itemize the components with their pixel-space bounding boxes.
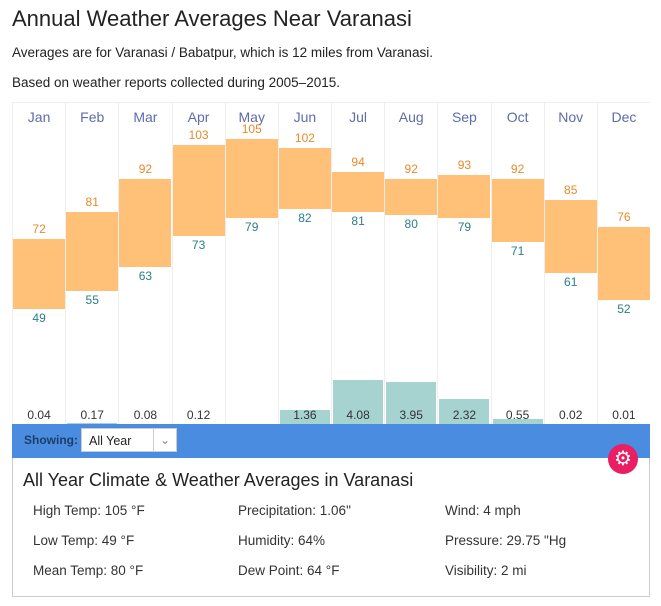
low-temp-label: 52 — [617, 302, 631, 317]
high-temp-label: 81 — [85, 194, 99, 209]
month-column: Feb 81 55 0.17 — [65, 103, 119, 425]
low-temp-label: 55 — [85, 293, 99, 307]
panel-title: All Year Climate & Weather Averages in V… — [23, 470, 414, 490]
month-label: Jan — [27, 109, 51, 125]
month-column: May 105 79 — [224, 103, 278, 425]
precip-bar — [386, 381, 437, 425]
month-column: Mar 92 63 0.08 — [118, 103, 172, 425]
month-column: Dec 76 52 0.01 — [596, 103, 650, 425]
high-temp-label: 103 — [188, 128, 209, 143]
temp-range-bar — [13, 239, 66, 310]
month-label: Oct — [506, 109, 529, 125]
month-column: Aug 92 80 3.95 — [384, 103, 438, 425]
stat-item: Low Temp: 49 °F — [33, 533, 135, 548]
subtitle-location: Averages are for Varanasi / Babatpur, wh… — [12, 45, 433, 60]
stat-item: Mean Temp: 80 °F — [33, 563, 144, 578]
precip-label: 0.55 — [505, 408, 530, 422]
month-label: Sep — [451, 109, 477, 125]
precip-label: 0.02 — [559, 408, 583, 422]
chevron-down-icon[interactable]: ⌄ — [153, 429, 176, 451]
high-temp-label: 105 — [241, 122, 262, 136]
period-select[interactable]: All Year ⌄ — [81, 428, 177, 452]
page-title: Annual Weather Averages Near Varanasi — [12, 6, 412, 31]
precip-label: 0.12 — [186, 408, 211, 422]
precip-label: 0.01 — [612, 408, 636, 422]
temp-range-bar — [597, 227, 650, 301]
low-temp-label: 73 — [191, 238, 206, 253]
low-temp-label: 71 — [510, 244, 525, 259]
month-column: Jan 72 49 0.04 — [12, 103, 66, 425]
precip-bar — [333, 380, 384, 425]
weather-chart: Jan 72 49 0.04 Feb 81 55 0.17 Mar 92 63 0.08 Apr 103 7… — [12, 102, 650, 425]
high-temp-label: 94 — [351, 155, 365, 170]
stat-item: High Temp: 105 °F — [33, 503, 145, 518]
precip-bar — [439, 399, 490, 425]
high-temp-label: 92 — [404, 161, 418, 176]
stat-item: Precipitation: 1.06" — [238, 503, 351, 518]
temp-range-bar — [225, 139, 278, 219]
averages-panel: All Year Climate & Weather Averages in V… — [12, 458, 650, 597]
month-column: Nov 85 61 0.02 — [543, 103, 597, 425]
stat-item: Dew Point: 64 °F — [238, 563, 340, 578]
month-column: Apr 103 73 0.12 — [171, 103, 225, 425]
temp-range-bar — [491, 178, 544, 243]
month-label: Feb — [80, 109, 105, 125]
high-temp-label: 72 — [32, 222, 46, 237]
month-label: May — [238, 109, 265, 125]
low-temp-label: 61 — [564, 274, 578, 289]
low-temp-label: 81 — [351, 213, 365, 228]
high-temp-label: 85 — [564, 182, 578, 197]
month-column: Jun 102 82 1.36 — [277, 103, 331, 425]
month-label: Dec — [611, 109, 637, 125]
month-label: Jul — [349, 109, 368, 125]
month-label: Jun — [293, 109, 317, 125]
month-label: Nov — [558, 109, 584, 125]
temp-range-bar — [66, 211, 119, 291]
precip-label: 3.95 — [399, 408, 423, 422]
temp-range-bar — [278, 148, 331, 209]
low-temp-label: 80 — [404, 217, 418, 231]
precip-label: 1.36 — [293, 408, 317, 422]
precip-label: 0.08 — [133, 408, 158, 422]
temp-range-bar — [544, 199, 597, 273]
month-column: Oct 92 71 0.55 — [490, 103, 544, 425]
month-column: Jul 94 81 4.08 — [331, 103, 385, 425]
month-label: Mar — [133, 109, 158, 125]
high-temp-label: 102 — [294, 131, 315, 146]
temp-range-bar — [438, 175, 491, 219]
month-label: Aug — [398, 109, 424, 125]
temp-range-bar — [119, 178, 172, 267]
high-temp-label: 76 — [617, 210, 631, 225]
high-temp-label: 92 — [138, 161, 153, 176]
showing-label: Showing: — [24, 433, 78, 447]
precip-label: 0.04 — [27, 408, 51, 422]
month-column: Sep 93 79 2.32 — [437, 103, 491, 425]
stat-item: Humidity: 64% — [238, 533, 326, 548]
temp-range-bar — [385, 178, 438, 215]
showing-toolbar: Showing: All Year ⌄ — [12, 424, 650, 458]
low-temp-label: 82 — [298, 210, 312, 225]
temp-range-bar — [332, 172, 385, 212]
precip-label: 0.17 — [80, 408, 104, 422]
subtitle-period: Based on weather reports collected durin… — [12, 75, 340, 90]
precip-label: 2.32 — [452, 408, 477, 422]
period-select-value: All Year — [89, 434, 132, 448]
month-label: Apr — [187, 109, 210, 125]
stat-item: Visibility: 2 mi — [445, 563, 527, 578]
stat-item: Wind: 4 mph — [445, 503, 521, 518]
high-temp-label: 93 — [457, 158, 472, 173]
low-temp-label: 63 — [138, 268, 153, 283]
precip-bar — [279, 410, 330, 425]
precip-bar — [492, 418, 543, 425]
low-temp-label: 49 — [32, 311, 46, 326]
high-temp-label: 92 — [510, 161, 525, 176]
precip-label: 4.08 — [346, 408, 370, 422]
low-temp-label: 79 — [457, 220, 472, 235]
stat-item: Pressure: 29.75 "Hg — [445, 533, 567, 548]
gear-icon[interactable]: ⚙ — [608, 444, 638, 474]
temp-range-bar — [172, 145, 225, 237]
low-temp-label: 79 — [245, 220, 259, 235]
